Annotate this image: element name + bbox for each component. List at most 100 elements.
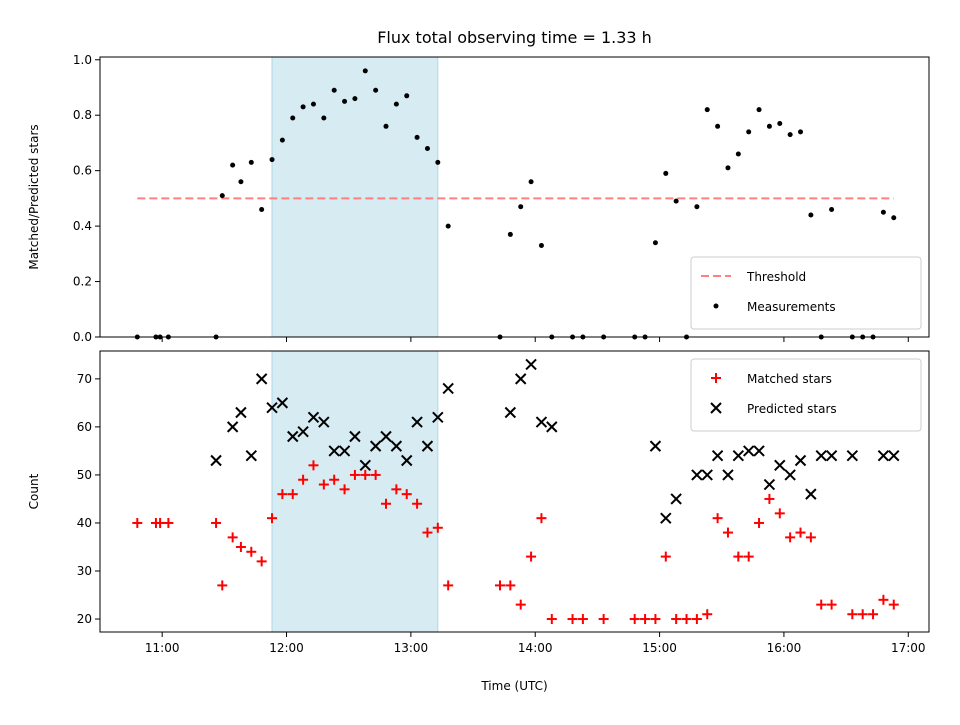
data-point [784,469,796,481]
data-point [725,165,731,171]
data-point-b [328,445,340,457]
data-point [756,107,762,113]
legend-swatch [713,303,719,309]
data-point [246,546,257,557]
shaded-interval [271,350,439,633]
data-point-b [411,416,423,428]
y-tick-label: 0.4 [73,219,92,233]
data-point [777,121,783,127]
data-point [754,517,765,528]
data-point [342,98,348,104]
data-point [660,551,671,562]
axes-frame [99,56,930,338]
data-point [847,609,858,620]
data-point [888,599,899,610]
data-point [255,373,268,385]
data-point-b [318,416,330,428]
data-point-b [226,421,239,433]
data-point [652,240,658,246]
data-point [505,580,516,591]
data-point [888,450,900,462]
data-point [391,484,402,495]
data-point [360,469,371,480]
x-tick-label: 15:00 [642,641,677,655]
data-point-b [794,454,807,467]
data-point [381,498,392,509]
data-point [435,159,441,165]
data-point [536,513,547,524]
x-tick-label: 16:00 [767,641,802,655]
data-point-b [660,512,672,524]
data-point [238,179,244,185]
data-point [535,416,548,428]
data-point [339,484,350,495]
data-point-b [753,445,765,457]
data-point [300,104,306,110]
x-tick-label: 14:00 [518,641,553,655]
y-tick-label: 60 [77,420,92,434]
y-tick-label: 0.2 [73,275,92,289]
data-point [401,454,413,467]
data-point-b [815,450,827,462]
data-point [411,416,423,428]
data-point [733,551,744,562]
y-tick-label: 70 [77,372,92,386]
data-point [640,614,651,625]
y-axis-label: Matched/Predicted stars [27,124,41,269]
data-point [546,421,558,433]
data-point [211,517,222,528]
data-point [432,411,444,423]
data-point [328,445,340,457]
data-point-b [421,440,434,452]
data-point [794,454,807,467]
data-point [349,469,360,480]
legend-label: Predicted stars [747,402,837,416]
data-point [307,411,320,423]
data-point [670,493,682,505]
data-point [266,401,278,414]
data-point [691,614,702,625]
data-point-b [535,416,548,428]
data-point [504,406,517,419]
data-point [880,209,886,215]
data-point [701,469,713,481]
data-point [526,551,537,562]
data-point [787,132,793,138]
legend-swatch-b [710,402,722,414]
data-point [226,421,239,433]
data-point [370,469,381,480]
data-point [383,123,389,129]
data-point [766,123,772,129]
axes-frame [99,350,930,633]
data-point [227,532,238,543]
data-point-b [742,445,755,457]
data-point [338,445,351,457]
data-point [649,440,662,452]
data-point [230,162,236,168]
data-point [412,498,423,509]
data-point [868,609,879,620]
data-point [507,231,513,237]
data-point-b [432,411,444,423]
data-point [321,115,327,121]
data-point [805,532,816,543]
data-point [702,609,713,620]
data-point [352,96,358,102]
data-point-b [546,421,558,433]
data-point [380,430,392,443]
data-point-b [649,440,662,452]
data-point [878,594,889,605]
data-point [764,493,775,504]
data-point-b [888,450,900,462]
data-point [805,488,817,500]
data-point [528,179,534,185]
data-point [673,198,679,204]
data-point [774,459,786,472]
data-point-b [774,459,786,472]
data-point [598,614,609,625]
data-point [443,580,454,591]
data-point [390,440,403,452]
data-point [798,129,804,135]
data-point-b [369,440,382,452]
